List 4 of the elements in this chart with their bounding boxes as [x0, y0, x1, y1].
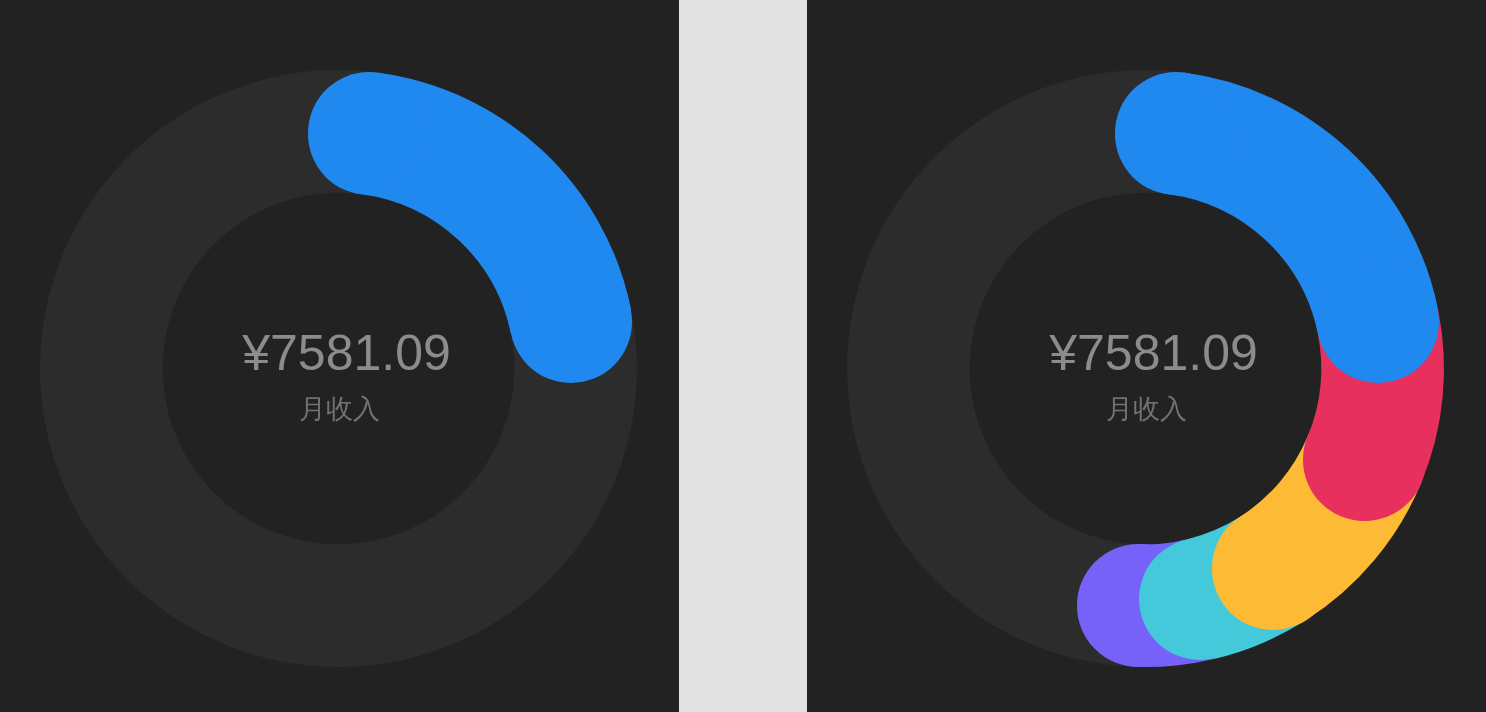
- text: 月收入: [1106, 394, 1187, 425]
- text: ¥7581.09: [241, 324, 451, 381]
- text: ¥7581.09: [1048, 324, 1258, 381]
- text: 月收入: [299, 394, 380, 425]
